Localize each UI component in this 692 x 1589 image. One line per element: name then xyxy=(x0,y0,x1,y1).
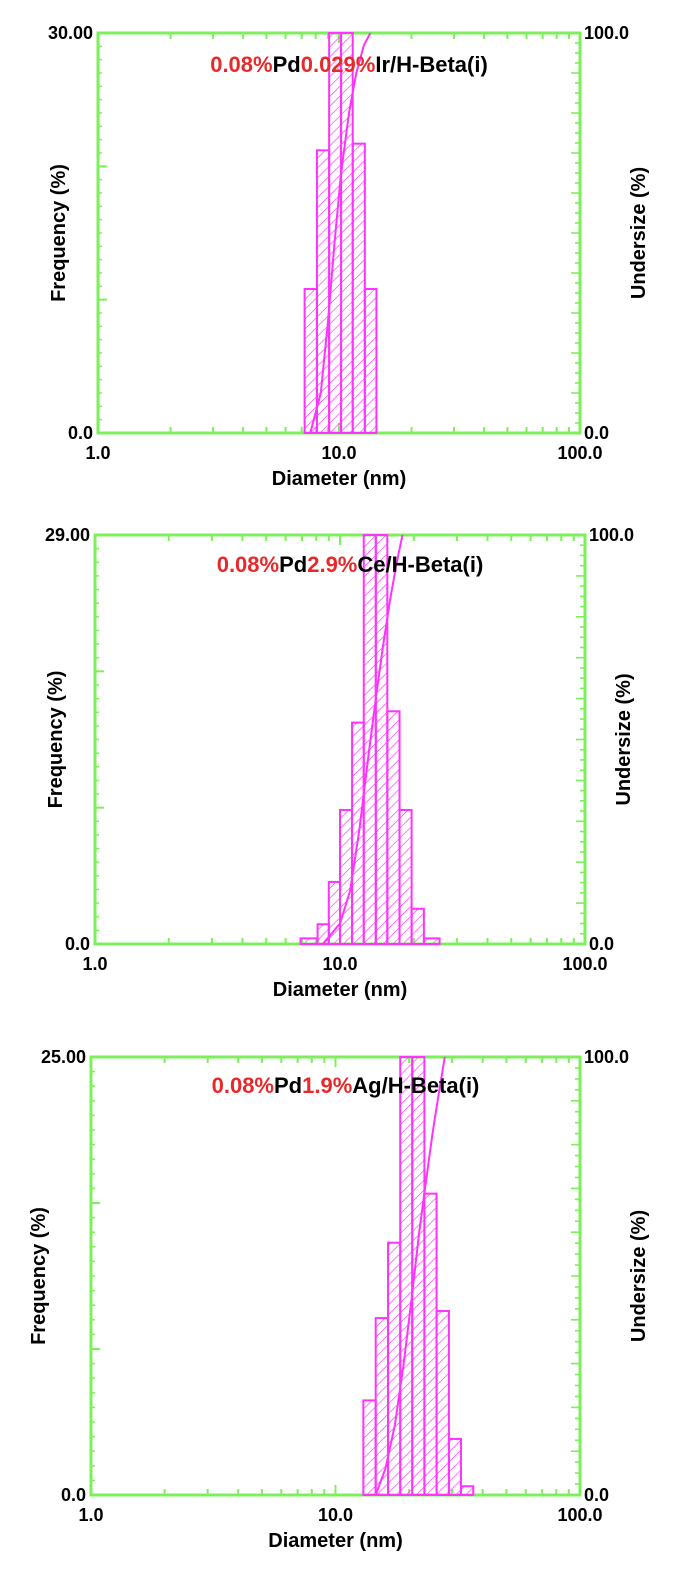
chart-title-part: Ag/H-Beta(i) xyxy=(352,1073,479,1098)
chart-title-part: 0.08% xyxy=(212,1073,274,1098)
histogram-bar-3 xyxy=(387,1241,402,1497)
y-left-tick-label: 25.00 xyxy=(41,1047,86,1067)
x-tick-label: 10.0 xyxy=(321,443,356,463)
undersize-curve xyxy=(374,1056,446,1496)
x-tick-label: 10.0 xyxy=(318,1505,353,1525)
plot-frame xyxy=(89,1055,582,1497)
histogram-bar-10 xyxy=(410,907,425,946)
y-left-tick-label: 29.00 xyxy=(45,525,90,545)
chart-title-part: Pd xyxy=(273,52,301,77)
histogram-bar-9 xyxy=(398,809,413,945)
chart-title-part: Pd xyxy=(279,552,307,577)
chart-title: 0.08%Pd2.9%Ce/H-Beta(i) xyxy=(217,552,484,577)
x-tick-label: 1.0 xyxy=(78,1505,103,1525)
y-right-tick-label: 0.0 xyxy=(584,423,609,443)
y-right-tick-label: 0.0 xyxy=(589,934,614,954)
y-left-tick-label: 30.00 xyxy=(48,23,93,43)
undersize-curve xyxy=(321,534,404,945)
x-tick-label: 10.0 xyxy=(322,954,357,974)
y-right-tick-label: 100.0 xyxy=(584,1047,629,1067)
x-tick-label: 1.0 xyxy=(82,954,107,974)
histogram-bar-9 xyxy=(459,1485,475,1496)
chart-title: 0.08%Pd0.029%Ir/H-Beta(i) xyxy=(210,52,488,77)
y-left-tick-label: 0.0 xyxy=(61,1485,86,1505)
y-right-axis-label: Undersize (%) xyxy=(628,167,650,299)
chart-title-part: Ce/H-Beta(i) xyxy=(357,552,483,577)
histogram-bar-6 xyxy=(423,1192,438,1496)
y-left-tick-label: 0.0 xyxy=(68,423,93,443)
chart-title-part: 0.029% xyxy=(301,52,376,77)
x-axis-label: Diameter (nm) xyxy=(268,1530,402,1552)
histogram-bar-11 xyxy=(422,937,441,946)
x-axis-label: Diameter (nm) xyxy=(272,468,406,490)
chart-title-part: 0.08% xyxy=(217,552,279,577)
histogram-bar-4 xyxy=(399,1056,414,1496)
x-axis-label: Diameter (nm) xyxy=(273,979,407,1001)
histogram-bar-4 xyxy=(340,32,354,434)
y-right-axis-label: Undersize (%) xyxy=(628,1210,650,1342)
undersize-curve xyxy=(309,32,372,434)
y-left-axis-label: Frequency (%) xyxy=(28,1207,50,1345)
chart-title-part: 1.9% xyxy=(302,1073,352,1098)
y-right-tick-label: 100.0 xyxy=(589,525,634,545)
y-right-tick-label: 100.0 xyxy=(584,23,629,43)
histogram-bar-8 xyxy=(386,710,401,945)
histogram-bar-5 xyxy=(351,142,366,435)
y-right-tick-label: 0.0 xyxy=(584,1485,609,1505)
y-left-axis-label: Frequency (%) xyxy=(48,164,70,302)
x-tick-label: 100.0 xyxy=(557,1505,602,1525)
histogram-bar-7 xyxy=(374,534,389,945)
y-left-tick-label: 0.0 xyxy=(65,934,90,954)
histogram-bar-6 xyxy=(363,288,378,434)
chart-title-part: Pd xyxy=(274,1073,302,1098)
histogram-bar-1 xyxy=(362,1399,377,1496)
chart-title-part: 2.9% xyxy=(307,552,357,577)
histogram-bar-1 xyxy=(299,937,319,946)
histogram-bar-8 xyxy=(447,1437,462,1497)
y-right-axis-label: Undersize (%) xyxy=(613,673,635,805)
chart-title: 0.08%Pd1.9%Ag/H-Beta(i) xyxy=(212,1073,480,1098)
chart-title-part: Ir/H-Beta(i) xyxy=(375,52,487,77)
x-tick-label: 1.0 xyxy=(85,443,110,463)
y-left-axis-label: Frequency (%) xyxy=(45,671,67,809)
histogram-bar-7 xyxy=(435,1310,450,1497)
x-tick-label: 100.0 xyxy=(557,443,602,463)
chart-title-part: 0.08% xyxy=(210,52,272,77)
x-tick-label: 100.0 xyxy=(562,954,607,974)
histogram-bar-2 xyxy=(315,149,331,434)
histogram-bar-4 xyxy=(339,809,354,945)
histogram-bar-2 xyxy=(316,923,330,946)
